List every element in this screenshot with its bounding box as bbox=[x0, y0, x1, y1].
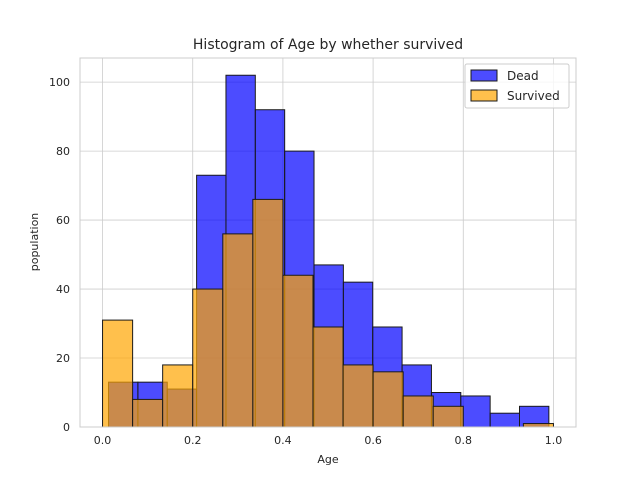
y-tick-label: 40 bbox=[56, 283, 70, 296]
bar-survived-8 bbox=[342, 364, 374, 428]
x-tick-label: 1.0 bbox=[545, 434, 563, 447]
bar-survived-5 bbox=[252, 198, 284, 428]
bar-survived-7 bbox=[312, 326, 344, 428]
bar-survived-10 bbox=[402, 395, 434, 428]
y-tick-label: 0 bbox=[63, 421, 70, 434]
legend-swatch-survived bbox=[470, 89, 498, 102]
bars bbox=[102, 74, 554, 428]
x-tick-label: 0.4 bbox=[274, 434, 292, 447]
bar-survived-1 bbox=[132, 398, 164, 428]
y-tick-label: 100 bbox=[49, 76, 70, 89]
y-tick-label: 20 bbox=[56, 352, 70, 365]
x-tick-label: 0.0 bbox=[94, 434, 112, 447]
y-axis-label: population bbox=[28, 213, 41, 272]
legend-label-dead: Dead bbox=[507, 69, 539, 83]
x-tick-label: 0.6 bbox=[364, 434, 382, 447]
y-tick-label: 80 bbox=[56, 145, 70, 158]
bar-survived-4 bbox=[222, 233, 254, 428]
bar-survived-14 bbox=[522, 423, 554, 428]
legend-label-survived: Survived bbox=[507, 89, 560, 103]
bar-dead-12 bbox=[460, 395, 491, 428]
x-tick-label: 0.2 bbox=[184, 434, 202, 447]
legend: Dead Survived bbox=[464, 63, 570, 109]
y-tick-label: 60 bbox=[56, 214, 70, 227]
bar-survived-0 bbox=[102, 319, 134, 428]
bar-survived-3 bbox=[192, 288, 224, 428]
bar-survived-11 bbox=[432, 405, 464, 428]
axes: 0.0 0.2 0.4 0.6 0.8 1.0 0 20 40 60 80 100 bbox=[49, 57, 577, 447]
bar-survived-9 bbox=[372, 371, 404, 428]
x-tick-label: 0.8 bbox=[455, 434, 473, 447]
bar-survived-2 bbox=[162, 364, 194, 428]
legend-swatch-dead bbox=[470, 69, 498, 82]
chart-title: Histogram of Age by whether survived bbox=[193, 37, 463, 53]
plot-frame bbox=[79, 57, 577, 428]
bar-survived-6 bbox=[282, 274, 314, 428]
bar-dead-13 bbox=[489, 412, 521, 428]
x-axis-label: Age bbox=[317, 453, 339, 466]
